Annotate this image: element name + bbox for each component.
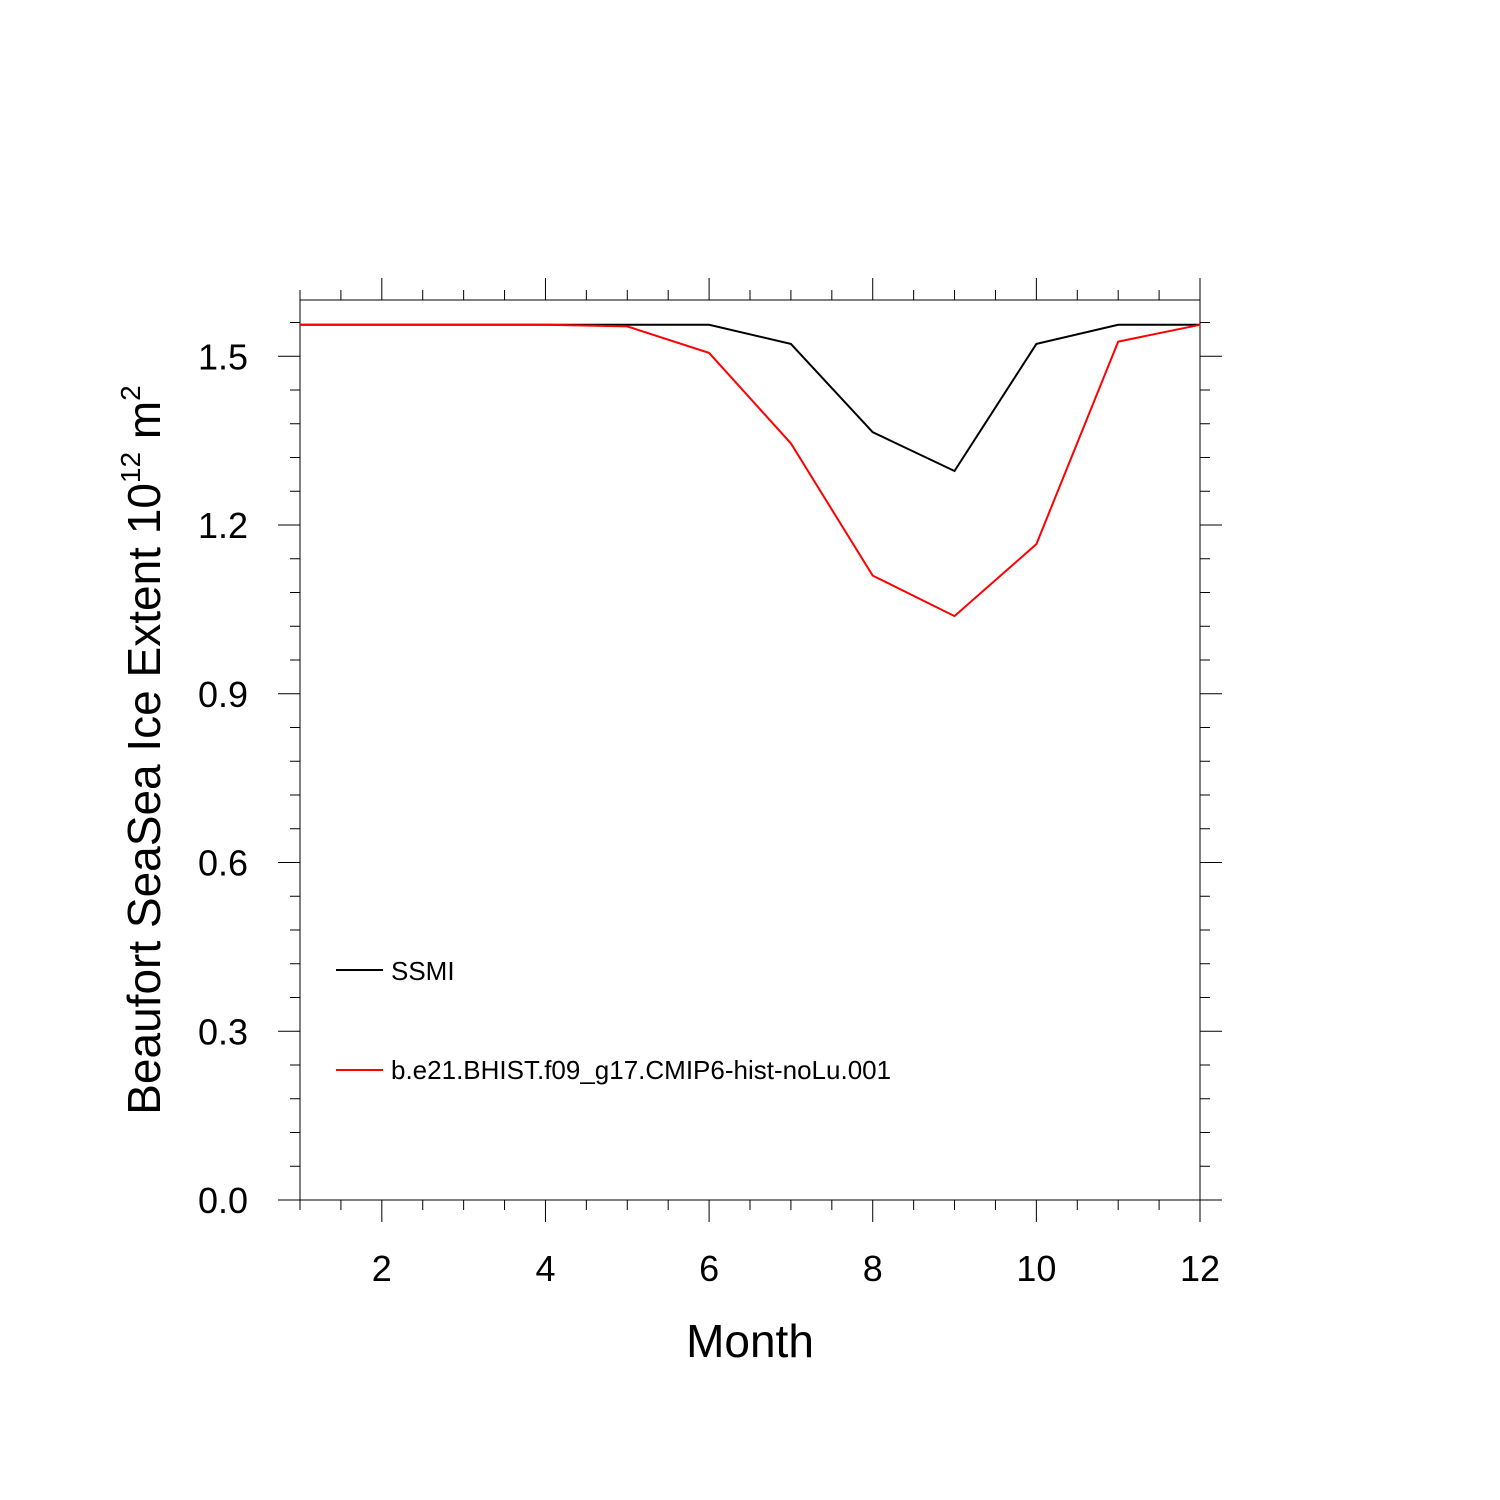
x-tick-label: 8 [863, 1248, 883, 1289]
y-tick-label: 0.6 [198, 843, 248, 884]
y-axis-label-sup1: 12 [115, 452, 146, 483]
y-tick-label: 1.5 [198, 336, 248, 377]
series-line-model [300, 323, 1201, 618]
y-axis-label-main: Beaufort SeaSea Ice Extent 10 [118, 483, 170, 1115]
y-tick-label: 0.0 [198, 1180, 248, 1221]
y-axis-label-mid: m [118, 401, 170, 452]
x-axis-label: Month [686, 1315, 814, 1367]
axis-ticks [278, 278, 1222, 1222]
x-tick-label: 6 [699, 1248, 719, 1289]
y-tick-label: 1.2 [198, 505, 248, 546]
x-tick-label: 2 [372, 1248, 392, 1289]
legend-label-ssmi: SSMI [391, 956, 455, 986]
series-lines [300, 323, 1201, 618]
x-tick-labels: 2 4 6 8 10 12 [372, 1248, 1220, 1289]
x-tick-label: 12 [1180, 1248, 1220, 1289]
y-tick-labels: 0.0 0.3 0.6 0.9 1.2 1.5 [198, 336, 248, 1221]
x-tick-label: 4 [535, 1248, 555, 1289]
y-tick-label: 0.3 [198, 1011, 248, 1052]
y-axis-label: Beaufort SeaSea Ice Extent 1012 m2 [115, 385, 170, 1115]
legend-label-model: b.e21.BHIST.f09_g17.CMIP6-hist-noLu.001 [391, 1055, 891, 1085]
y-tick-label: 0.9 [198, 674, 248, 715]
legend: SSMI b.e21.BHIST.f09_g17.CMIP6-hist-noLu… [336, 956, 891, 1085]
x-tick-label: 10 [1016, 1248, 1056, 1289]
y-axis-label-sup2: 2 [115, 385, 146, 401]
